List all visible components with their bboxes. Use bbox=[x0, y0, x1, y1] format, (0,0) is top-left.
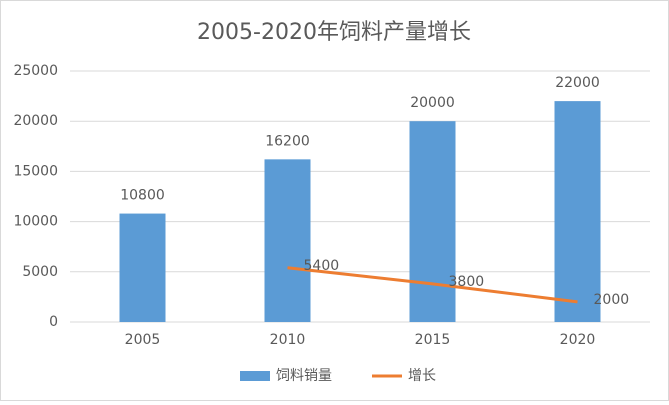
data-label: 2000 bbox=[594, 292, 630, 308]
bar bbox=[119, 213, 166, 322]
data-label: 10800 bbox=[120, 188, 165, 204]
legend-label: 增长 bbox=[408, 368, 436, 384]
y-tick-label: 0 bbox=[49, 314, 58, 330]
data-label: 3800 bbox=[449, 274, 485, 290]
y-tick-label: 5000 bbox=[22, 264, 58, 280]
x-tick-label: 2015 bbox=[415, 332, 451, 348]
x-tick-label: 2010 bbox=[270, 332, 306, 348]
data-label: 16200 bbox=[265, 133, 310, 149]
x-tick-label: 2020 bbox=[560, 332, 596, 348]
bar bbox=[264, 159, 311, 322]
bar bbox=[409, 121, 456, 322]
x-tick-label: 2005 bbox=[125, 332, 161, 348]
legend-swatch bbox=[240, 371, 270, 381]
y-tick-label: 25000 bbox=[13, 63, 58, 79]
data-label: 5400 bbox=[304, 258, 340, 274]
y-tick-label: 20000 bbox=[13, 113, 58, 129]
bar bbox=[554, 101, 601, 323]
line bbox=[287, 266, 578, 304]
legend-label: 饲料销量 bbox=[276, 368, 332, 384]
chart-title: 2005-2020年饲料产量增长 bbox=[197, 20, 471, 45]
y-tick-label: 10000 bbox=[13, 214, 58, 230]
data-label: 22000 bbox=[555, 75, 600, 91]
data-label: 20000 bbox=[410, 95, 455, 111]
y-tick-label: 15000 bbox=[13, 163, 58, 179]
